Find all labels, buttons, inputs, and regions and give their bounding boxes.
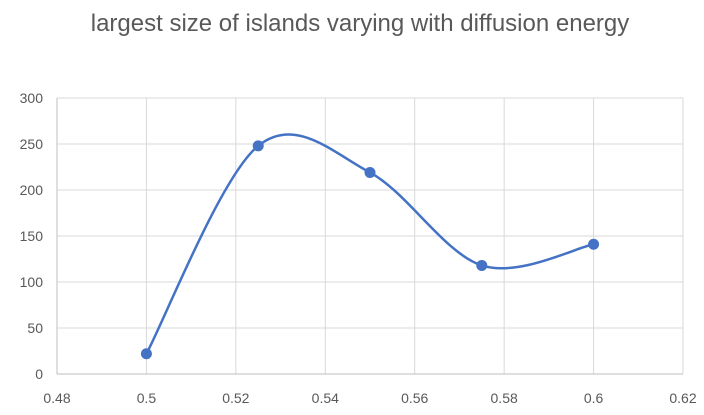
x-tick-label: 0.56 — [401, 390, 428, 406]
chart-title: largest size of islands varying with dif… — [90, 10, 630, 37]
y-tick-label: 150 — [20, 228, 44, 244]
x-tick-label: 0.5 — [137, 390, 157, 406]
series-layer — [140, 133, 600, 360]
data-point — [252, 140, 264, 152]
y-tick-label: 300 — [20, 90, 44, 106]
x-tick-label: 0.62 — [669, 390, 696, 406]
y-tick-label: 50 — [27, 320, 43, 336]
y-tick-label: 200 — [20, 182, 44, 198]
y-tick-label: 250 — [20, 136, 44, 152]
data-point — [588, 238, 600, 250]
y-tick-label: 100 — [20, 274, 44, 290]
x-tick-label: 0.58 — [491, 390, 518, 406]
x-tick-label: 0.52 — [222, 390, 249, 406]
data-point — [476, 259, 488, 271]
x-tick-label: 0.48 — [43, 390, 70, 406]
x-tick-label: 0.54 — [312, 390, 339, 406]
x-tick-label: 0.6 — [584, 390, 604, 406]
y-tick-label: 0 — [35, 366, 43, 382]
gridlines — [57, 97, 684, 374]
tick-labels: 0 50 100 150 200 250 300 0.48 0.5 0.52 0.54 0.56 0.5… — [20, 90, 697, 406]
data-point — [364, 167, 376, 179]
data-point — [140, 348, 152, 360]
axes — [56, 98, 683, 375]
